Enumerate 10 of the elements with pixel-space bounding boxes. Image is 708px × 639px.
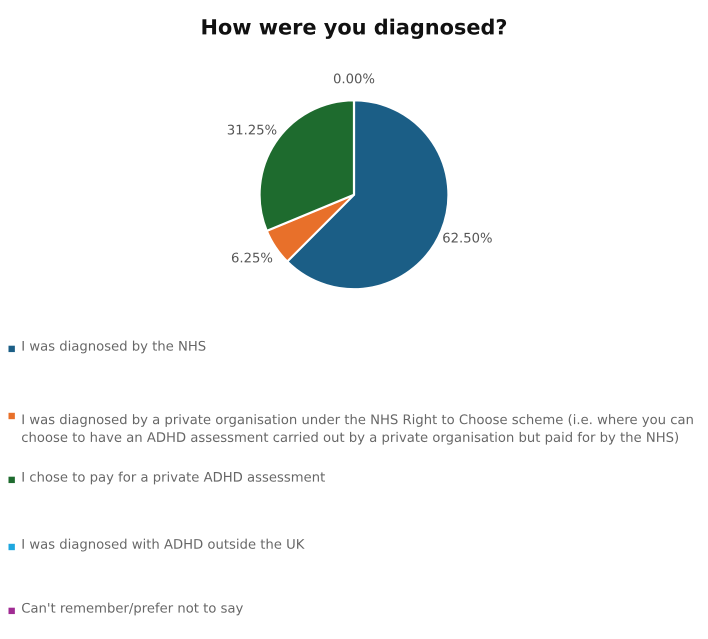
legend-label: Can't remember/prefer not to say [22,602,243,616]
data-label: 6.25% [232,252,272,263]
chart-title: How were you diagnosed? [202,18,506,39]
legend-label: I was diagnosed by a private organisation under the NHS Right to Choose scheme (i.e. where you can choose to have an ADHD assessment carried out by a private organisation but paid for by the NHS) [22,414,693,445]
data-label: 31.25% [228,124,276,135]
legend-label: I was diagnosed by the NHS [22,340,206,354]
legend-label: I was diagnosed with ADHD outside the UK [22,538,305,552]
text: 0.00% [334,73,374,84]
data-label: 62.50% [443,232,492,243]
legend-label: I chose to pay for a private ADHD assessment [22,472,325,484]
